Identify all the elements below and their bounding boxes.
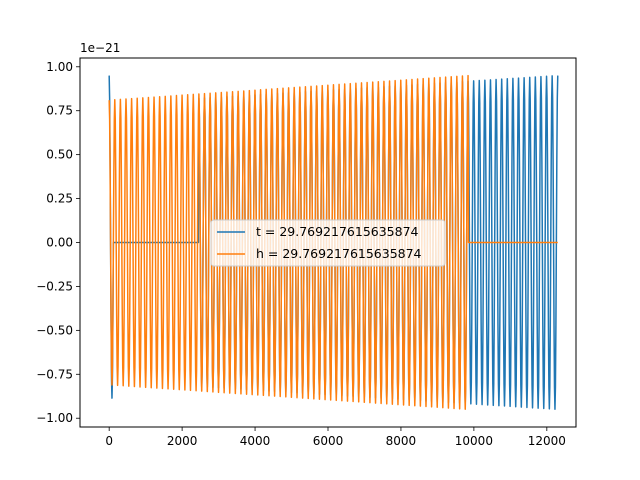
y-tick-label: −1.00 [36,411,73,425]
y-tick-label: 0.50 [46,148,73,162]
series-line-h [108,74,559,410]
x-tick-label: 10000 [455,434,493,448]
x-tick-label: 4000 [240,434,271,448]
legend: t = 29.769217615635874 h = 29.7692176156… [210,219,446,267]
y-axis-ticks: 1.00 0.75 0.50 0.25 0.00 −0.25 −0.50 −0.75 −1.00 [36,60,80,425]
y-offset-label: 1e−21 [80,41,120,55]
x-tick-label: 2000 [167,434,198,448]
y-tick-label: 0.00 [46,236,73,250]
x-tick-label: 8000 [386,434,417,448]
x-tick-label: 0 [105,434,113,448]
legend-label-t: t = 29.769217615635874 [256,224,419,239]
series-layer [108,74,559,410]
x-axis-ticks: 0 2000 4000 6000 8000 10000 12000 [105,427,566,448]
y-tick-label: −0.75 [36,367,73,381]
x-tick-label: 6000 [313,434,344,448]
y-tick-label: −0.25 [36,279,73,293]
y-tick-label: 0.25 [46,192,73,206]
legend-label-h: h = 29.769217615635874 [256,246,422,261]
x-tick-label: 12000 [528,434,566,448]
y-tick-label: 1.00 [46,60,73,74]
y-tick-label: 0.75 [46,104,73,118]
y-tick-label: −0.50 [36,323,73,337]
